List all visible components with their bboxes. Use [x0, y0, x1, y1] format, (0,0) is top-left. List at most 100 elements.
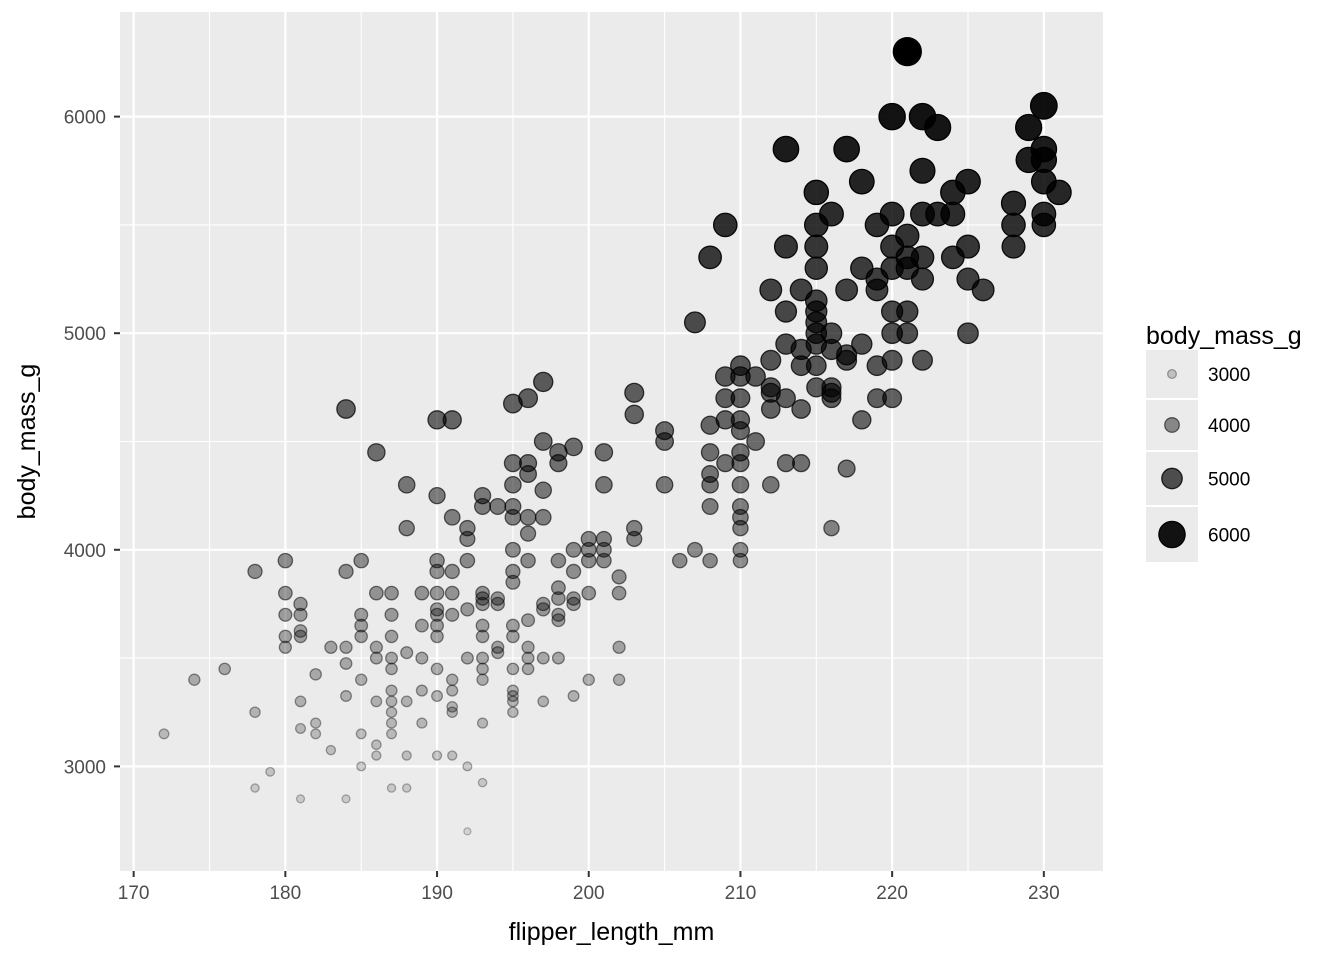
data-point: [414, 585, 430, 601]
data-point: [580, 552, 597, 569]
data-point: [385, 662, 398, 676]
data-point: [519, 508, 537, 526]
x-axis-title: flipper_length_mm: [509, 918, 715, 946]
data-point: [386, 783, 397, 793]
data-point: [772, 135, 800, 163]
legend-key-symbol: [1161, 467, 1183, 490]
data-point: [505, 563, 521, 580]
data-point: [265, 766, 276, 777]
data-point: [612, 640, 626, 654]
data-point: [1001, 234, 1026, 259]
data-point: [397, 476, 416, 494]
data-point: [551, 591, 566, 606]
data-point: [611, 585, 627, 601]
data-point: [249, 706, 261, 718]
data-point: [775, 333, 797, 355]
data-point: [818, 201, 844, 227]
data-point: [475, 629, 490, 644]
data-point: [774, 300, 798, 323]
data-point: [712, 212, 738, 238]
data-point: [910, 245, 935, 270]
data-point: [505, 574, 521, 590]
data-point: [446, 706, 458, 718]
data-points: [158, 36, 1072, 836]
data-point: [595, 476, 613, 494]
data-point: [293, 629, 308, 644]
data-point: [293, 624, 308, 638]
legend-label: 3000: [1208, 365, 1250, 386]
data-point: [804, 256, 829, 280]
data-point: [1000, 190, 1027, 216]
data-point: [837, 459, 856, 478]
data-point: [848, 168, 875, 195]
data-point: [503, 454, 523, 473]
legend-title: body_mass_g: [1146, 322, 1302, 350]
data-point: [415, 684, 428, 697]
data-point: [504, 497, 522, 516]
data-point: [803, 179, 830, 206]
data-point: [400, 646, 414, 660]
data-point: [369, 585, 384, 601]
data-point: [895, 223, 920, 248]
data-point: [626, 519, 643, 537]
legend-key-symbol: [1158, 520, 1186, 549]
data-point: [506, 684, 519, 697]
data-point: [447, 750, 458, 761]
data-point: [595, 530, 613, 548]
data-point: [490, 591, 506, 606]
data-point: [521, 662, 535, 676]
data-point: [476, 651, 490, 665]
data-point: [460, 602, 475, 617]
data-point: [385, 651, 399, 665]
data-point: [463, 827, 472, 836]
data-point: [1001, 212, 1026, 238]
data-point: [702, 552, 718, 569]
data-point: [460, 651, 474, 665]
data-point: [475, 618, 490, 633]
legend-key-background: [1146, 350, 1198, 398]
data-point: [896, 322, 919, 345]
data-point: [732, 541, 749, 558]
data-point: [1029, 91, 1058, 120]
data-point: [384, 629, 399, 644]
data-point: [908, 102, 937, 131]
data-point: [429, 563, 445, 580]
data-point: [475, 585, 490, 601]
data-point: [521, 651, 535, 665]
data-point: [459, 552, 476, 569]
data-point: [294, 722, 307, 735]
data-point: [566, 591, 581, 606]
data-point: [909, 157, 936, 184]
data-point: [310, 728, 322, 740]
data-point: [309, 668, 322, 681]
data-point: [759, 278, 783, 302]
data-point: [624, 382, 645, 403]
data-point: [355, 673, 368, 686]
data-point: [278, 629, 293, 644]
legend: body_mass_g 3000 4000 5000 6000: [1146, 322, 1302, 562]
y-tick-label: 5000: [64, 324, 106, 345]
y-tick-label: 6000: [64, 108, 106, 129]
data-point: [821, 377, 842, 398]
data-point: [310, 717, 322, 729]
data-point: [504, 541, 521, 558]
data-point: [295, 794, 306, 804]
data-point: [473, 486, 492, 505]
y-tick-label: 4000: [64, 541, 106, 562]
data-point: [341, 794, 351, 804]
data-point: [338, 563, 354, 580]
data-point: [491, 640, 505, 654]
data-point: [624, 404, 645, 425]
data-point: [776, 454, 796, 473]
data-point: [367, 443, 386, 462]
data-point: [1015, 113, 1043, 142]
data-point: [340, 690, 353, 702]
data-point: [567, 690, 580, 702]
data-point: [701, 497, 719, 516]
data-point: [339, 657, 353, 670]
data-point: [354, 618, 369, 633]
data-point: [520, 552, 536, 569]
data-point: [521, 613, 536, 628]
data-point: [429, 552, 445, 569]
data-point: [835, 278, 859, 302]
